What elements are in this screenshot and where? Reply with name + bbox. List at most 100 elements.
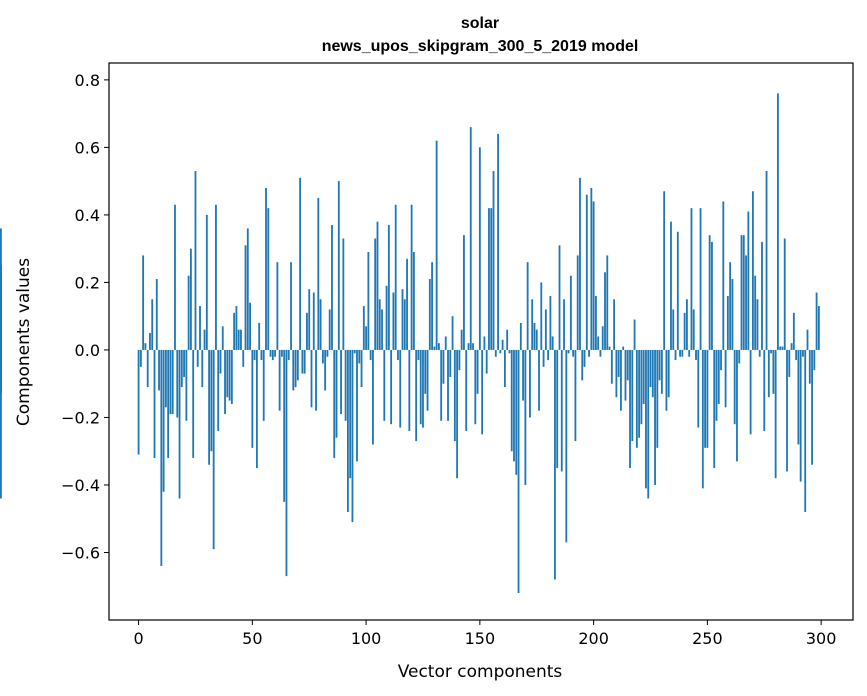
- bar-170: [524, 349, 527, 485]
- bar-242: [688, 349, 691, 357]
- bar-195: [581, 349, 584, 381]
- bar-275: [763, 349, 766, 431]
- bar-256: [720, 349, 722, 371]
- bar-92: [346, 349, 349, 512]
- bar-176: [538, 349, 540, 411]
- bar-143: [463, 235, 465, 350]
- bar-298: [815, 292, 818, 350]
- bar-154: [488, 208, 490, 350]
- bar-178: [542, 349, 545, 367]
- bar-126: [424, 349, 427, 394]
- bar-12: [164, 349, 167, 408]
- bar-138: [451, 316, 454, 350]
- bar-14: [169, 349, 172, 415]
- bar-13: [167, 349, 170, 458]
- bar-135: [444, 336, 447, 350]
- bar-27: [199, 306, 201, 350]
- bar-11: [162, 349, 165, 492]
- bar-169: [522, 349, 524, 401]
- bar-39: [226, 349, 229, 398]
- bar-293: [804, 349, 807, 512]
- bar-32: [210, 349, 213, 452]
- bar-17: [176, 349, 179, 418]
- bar-29: [203, 329, 206, 350]
- bar-155: [490, 208, 493, 350]
- x-tick-label: 100: [351, 629, 382, 648]
- bar-15: [171, 349, 174, 415]
- bar-244: [692, 309, 695, 350]
- bar-174: [533, 322, 536, 350]
- bar-278: [770, 349, 772, 354]
- bar-109: [385, 285, 388, 350]
- bar-46: [242, 349, 245, 367]
- bar-undefined: [0, 349, 2, 374]
- bar-266: [742, 235, 745, 350]
- bar-106: [378, 299, 381, 350]
- bar-202: [597, 336, 600, 350]
- bar-10: [160, 349, 163, 566]
- bar-66: [287, 349, 290, 361]
- bar-287: [790, 343, 793, 350]
- bar-149: [476, 349, 479, 394]
- bar-232: [665, 349, 668, 411]
- bar-104: [374, 238, 377, 350]
- y-tick-label: 0.0: [75, 341, 100, 360]
- bar-188: [565, 349, 568, 543]
- bar-42: [233, 312, 236, 350]
- bar-71: [299, 177, 302, 350]
- bar-280: [774, 349, 777, 479]
- bar-33: [212, 349, 215, 550]
- bar-77: [312, 292, 315, 350]
- bar-87: [335, 349, 338, 438]
- bar-153: [485, 349, 488, 374]
- bar-57: [267, 208, 270, 350]
- bar-254: [715, 349, 718, 421]
- plot-frame: [108, 62, 854, 621]
- bar-255: [717, 349, 720, 404]
- bar-undefined: [0, 265, 2, 350]
- bar-122: [415, 349, 418, 442]
- bar-168: [519, 322, 522, 350]
- bar-164: [510, 349, 513, 452]
- bar-72: [301, 349, 304, 374]
- bar-22: [187, 275, 190, 350]
- bar-99: [362, 306, 365, 350]
- y-tick-label: 0.8: [75, 71, 100, 90]
- bar-148: [474, 349, 477, 425]
- bar-240: [683, 312, 686, 350]
- bar-231: [663, 191, 666, 350]
- bar-78: [315, 349, 317, 411]
- bar-93: [349, 349, 352, 479]
- bar-102: [369, 349, 372, 361]
- bar-9: [158, 349, 160, 391]
- bar-207: [608, 346, 611, 350]
- bar-145: [467, 343, 470, 350]
- bar-127: [426, 349, 429, 411]
- bar-144: [465, 349, 468, 431]
- bar-285: [786, 349, 788, 472]
- bar-270: [751, 191, 754, 350]
- bar-221: [640, 349, 643, 425]
- bar-206: [606, 255, 609, 350]
- bar-38: [224, 349, 226, 415]
- bar-40: [228, 349, 231, 401]
- bar-8: [155, 279, 158, 350]
- bar-69: [294, 349, 297, 388]
- bar-98: [360, 349, 363, 388]
- bar-19: [180, 349, 183, 388]
- bar-90: [342, 238, 345, 350]
- chart-title: solar: [461, 15, 499, 32]
- bar-294: [806, 329, 809, 350]
- bar-61: [276, 262, 279, 350]
- bar-265: [740, 235, 743, 350]
- bar-211: [617, 349, 620, 377]
- x-axis-label: Vector components: [398, 662, 563, 682]
- bar-158: [497, 133, 499, 350]
- bar-291: [799, 349, 802, 482]
- bar-297: [813, 349, 816, 371]
- bar-49: [249, 302, 251, 350]
- bar-114: [397, 349, 399, 361]
- bar-113: [394, 204, 397, 350]
